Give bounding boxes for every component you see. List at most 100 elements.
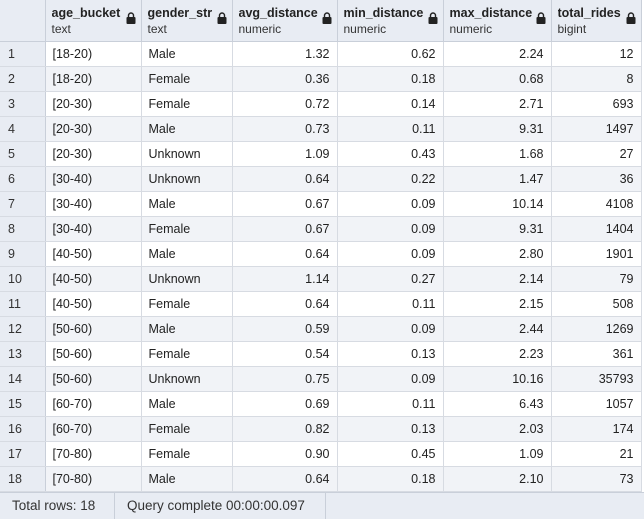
cell-avg-distance[interactable]: 0.64 xyxy=(232,241,338,267)
row-number[interactable]: 3 xyxy=(0,91,46,117)
cell-total-rides[interactable]: 1404 xyxy=(551,216,642,242)
cell-avg-distance[interactable]: 0.90 xyxy=(232,441,338,467)
table-row[interactable]: 17 [70-80) Female 0.90 0.45 1.09 21 xyxy=(0,441,642,467)
cell-avg-distance[interactable]: 0.59 xyxy=(232,316,338,342)
cell-age-bucket[interactable]: [30-40) xyxy=(45,191,142,217)
cell-total-rides[interactable]: 174 xyxy=(551,416,642,442)
table-row[interactable]: 18 [70-80) Male 0.64 0.18 2.10 73 xyxy=(0,466,642,492)
cell-avg-distance[interactable]: 0.69 xyxy=(232,391,338,417)
cell-age-bucket[interactable]: [60-70) xyxy=(45,391,142,417)
cell-min-distance[interactable]: 0.11 xyxy=(337,116,444,142)
cell-avg-distance[interactable]: 1.32 xyxy=(232,41,338,67)
row-number[interactable]: 13 xyxy=(0,341,46,367)
cell-avg-distance[interactable]: 1.09 xyxy=(232,141,338,167)
cell-max-distance[interactable]: 2.24 xyxy=(443,41,552,67)
cell-gender-str[interactable]: Unknown xyxy=(141,166,233,192)
cell-age-bucket[interactable]: [40-50) xyxy=(45,291,142,317)
cell-gender-str[interactable]: Male xyxy=(141,116,233,142)
cell-age-bucket[interactable]: [50-60) xyxy=(45,341,142,367)
table-row[interactable]: 15 [60-70) Male 0.69 0.11 6.43 1057 xyxy=(0,391,642,417)
cell-avg-distance[interactable]: 0.75 xyxy=(232,366,338,392)
cell-total-rides[interactable]: 361 xyxy=(551,341,642,367)
cell-total-rides[interactable]: 1269 xyxy=(551,316,642,342)
cell-age-bucket[interactable]: [18-20) xyxy=(45,41,142,67)
table-row[interactable]: 11 [40-50) Female 0.64 0.11 2.15 508 xyxy=(0,291,642,317)
cell-age-bucket[interactable]: [50-60) xyxy=(45,366,142,392)
cell-min-distance[interactable]: 0.11 xyxy=(337,291,444,317)
row-number[interactable]: 6 xyxy=(0,166,46,192)
cell-avg-distance[interactable]: 0.73 xyxy=(232,116,338,142)
row-number[interactable]: 7 xyxy=(0,191,46,217)
cell-total-rides[interactable]: 73 xyxy=(551,466,642,492)
cell-age-bucket[interactable]: [20-30) xyxy=(45,91,142,117)
cell-min-distance[interactable]: 0.27 xyxy=(337,266,444,292)
cell-age-bucket[interactable]: [70-80) xyxy=(45,466,142,492)
table-row[interactable]: 5 [20-30) Unknown 1.09 0.43 1.68 27 xyxy=(0,141,642,167)
cell-gender-str[interactable]: Female xyxy=(141,416,233,442)
cell-gender-str[interactable]: Male xyxy=(141,241,233,267)
table-row[interactable]: 7 [30-40) Male 0.67 0.09 10.14 4108 xyxy=(0,191,642,217)
cell-max-distance[interactable]: 6.43 xyxy=(443,391,552,417)
cell-avg-distance[interactable]: 0.82 xyxy=(232,416,338,442)
table-row[interactable]: 1 [18-20) Male 1.32 0.62 2.24 12 xyxy=(0,41,642,67)
cell-avg-distance[interactable]: 1.14 xyxy=(232,266,338,292)
cell-total-rides[interactable]: 35793 xyxy=(551,366,642,392)
cell-avg-distance[interactable]: 0.72 xyxy=(232,91,338,117)
cell-total-rides[interactable]: 36 xyxy=(551,166,642,192)
cell-age-bucket[interactable]: [70-80) xyxy=(45,441,142,467)
cell-total-rides[interactable]: 508 xyxy=(551,291,642,317)
cell-min-distance[interactable]: 0.14 xyxy=(337,91,444,117)
cell-min-distance[interactable]: 0.43 xyxy=(337,141,444,167)
table-row[interactable]: 16 [60-70) Female 0.82 0.13 2.03 174 xyxy=(0,416,642,442)
cell-max-distance[interactable]: 0.68 xyxy=(443,66,552,92)
cell-max-distance[interactable]: 2.03 xyxy=(443,416,552,442)
cell-age-bucket[interactable]: [40-50) xyxy=(45,266,142,292)
cell-min-distance[interactable]: 0.45 xyxy=(337,441,444,467)
table-row[interactable]: 12 [50-60) Male 0.59 0.09 2.44 1269 xyxy=(0,316,642,342)
column-header-total-rides[interactable]: total_rides bigint xyxy=(551,0,642,42)
cell-total-rides[interactable]: 8 xyxy=(551,66,642,92)
cell-gender-str[interactable]: Male xyxy=(141,391,233,417)
table-row[interactable]: 3 [20-30) Female 0.72 0.14 2.71 693 xyxy=(0,91,642,117)
cell-avg-distance[interactable]: 0.36 xyxy=(232,66,338,92)
cell-gender-str[interactable]: Female xyxy=(141,216,233,242)
table-row[interactable]: 9 [40-50) Male 0.64 0.09 2.80 1901 xyxy=(0,241,642,267)
cell-min-distance[interactable]: 0.09 xyxy=(337,216,444,242)
cell-gender-str[interactable]: Unknown xyxy=(141,266,233,292)
cell-total-rides[interactable]: 1497 xyxy=(551,116,642,142)
cell-max-distance[interactable]: 2.23 xyxy=(443,341,552,367)
row-number[interactable]: 18 xyxy=(0,466,46,492)
cell-avg-distance[interactable]: 0.64 xyxy=(232,166,338,192)
row-number[interactable]: 2 xyxy=(0,66,46,92)
cell-max-distance[interactable]: 9.31 xyxy=(443,116,552,142)
table-row[interactable]: 6 [30-40) Unknown 0.64 0.22 1.47 36 xyxy=(0,166,642,192)
cell-gender-str[interactable]: Female xyxy=(141,91,233,117)
row-number[interactable]: 10 xyxy=(0,266,46,292)
table-row[interactable]: 8 [30-40) Female 0.67 0.09 9.31 1404 xyxy=(0,216,642,242)
cell-age-bucket[interactable]: [30-40) xyxy=(45,216,142,242)
cell-gender-str[interactable]: Female xyxy=(141,66,233,92)
cell-avg-distance[interactable]: 0.54 xyxy=(232,341,338,367)
cell-min-distance[interactable]: 0.62 xyxy=(337,41,444,67)
column-header-avg-distance[interactable]: avg_distance numeric xyxy=(232,0,338,42)
cell-gender-str[interactable]: Female xyxy=(141,291,233,317)
column-header-max-distance[interactable]: max_distance numeric xyxy=(443,0,552,42)
row-number[interactable]: 16 xyxy=(0,416,46,442)
cell-total-rides[interactable]: 4108 xyxy=(551,191,642,217)
row-number[interactable]: 4 xyxy=(0,116,46,142)
cell-avg-distance[interactable]: 0.67 xyxy=(232,216,338,242)
table-row[interactable]: 2 [18-20) Female 0.36 0.18 0.68 8 xyxy=(0,66,642,92)
cell-min-distance[interactable]: 0.22 xyxy=(337,166,444,192)
cell-max-distance[interactable]: 2.10 xyxy=(443,466,552,492)
column-header-age-bucket[interactable]: age_bucket text xyxy=(45,0,142,42)
cell-max-distance[interactable]: 2.71 xyxy=(443,91,552,117)
cell-gender-str[interactable]: Male xyxy=(141,316,233,342)
cell-max-distance[interactable]: 1.68 xyxy=(443,141,552,167)
cell-min-distance[interactable]: 0.11 xyxy=(337,391,444,417)
cell-min-distance[interactable]: 0.09 xyxy=(337,316,444,342)
cell-min-distance[interactable]: 0.13 xyxy=(337,416,444,442)
cell-age-bucket[interactable]: [50-60) xyxy=(45,316,142,342)
cell-gender-str[interactable]: Unknown xyxy=(141,366,233,392)
cell-gender-str[interactable]: Male xyxy=(141,41,233,67)
column-header-gender-str[interactable]: gender_str text xyxy=(141,0,233,42)
